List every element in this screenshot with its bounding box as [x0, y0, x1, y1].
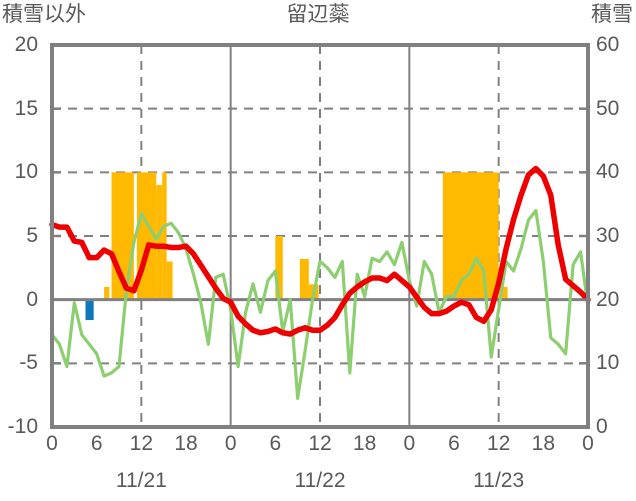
x-tick: 18: [352, 432, 377, 455]
series-red-line: [49, 165, 591, 337]
day-label: 11/23: [473, 469, 525, 492]
y-tick-right: 10: [596, 351, 620, 375]
y-tick-right: 20: [596, 287, 620, 311]
x-tick: 12: [308, 432, 332, 455]
x-tick: 0: [582, 432, 594, 455]
bar-orange: [156, 185, 163, 300]
x-tick: 0: [403, 432, 416, 455]
plot-frame: [50, 43, 590, 429]
y-tick-left: -10: [7, 415, 38, 438]
x-tick: 6: [90, 432, 103, 455]
y-tick-left: 20: [14, 33, 38, 56]
y-tick-left: 15: [14, 96, 38, 120]
x-tick: 12: [486, 432, 511, 455]
y-tick-left: 5: [26, 224, 38, 247]
y-tick-left: 0: [26, 287, 38, 311]
bar-orange: [166, 261, 173, 300]
y-tick-right: 0: [596, 415, 608, 438]
bar-orange: [299, 258, 309, 300]
x-tick: 0: [46, 432, 58, 455]
y-tick-left: 10: [14, 160, 38, 184]
day-label: 11/22: [294, 469, 346, 492]
bar-orange: [162, 172, 167, 300]
day-label: 11/21: [115, 469, 167, 492]
left-axis-title: 積雪以外: [2, 3, 86, 26]
bar-orange: [104, 286, 110, 300]
x-tick: 12: [129, 432, 153, 455]
right-axis-title: 積雪: [591, 3, 633, 26]
bar-orange: [275, 236, 283, 300]
x-tick: 0: [224, 432, 237, 455]
y-tick-right: 40: [596, 160, 620, 184]
y-tick-right: 50: [596, 96, 620, 120]
gridlines: [52, 45, 588, 427]
x-tick: 6: [269, 432, 282, 455]
bar-orange: [442, 172, 499, 300]
x-tick: 18: [174, 432, 198, 455]
y-tick-right: 60: [596, 33, 620, 56]
y-tick-left: -5: [19, 351, 38, 375]
bar-orange: [498, 286, 508, 300]
bar-blue: [85, 299, 94, 321]
y-tick-right: 30: [596, 224, 620, 247]
series-green-line: [50, 208, 590, 400]
x-tick: 6: [448, 432, 460, 455]
x-tick: 18: [531, 432, 555, 455]
chart-title: 留辺蘂: [286, 3, 350, 26]
